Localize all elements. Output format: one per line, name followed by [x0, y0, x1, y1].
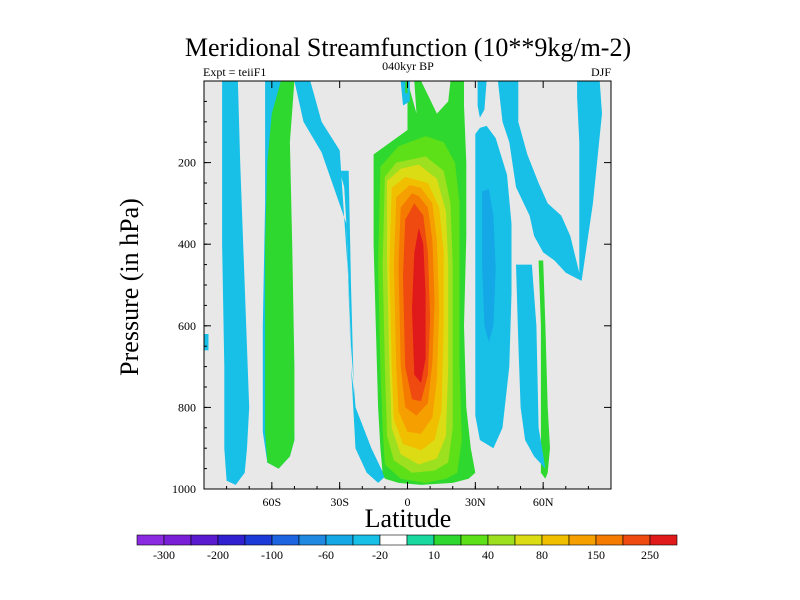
- colorbar-swatch: [190, 534, 219, 546]
- colorbar-swatch: [433, 534, 462, 546]
- colorbar-label: -200: [207, 548, 229, 562]
- y-axis-label: Pressure (in hPa): [115, 198, 144, 376]
- colorbar-label: 250: [641, 548, 659, 562]
- contour-layer: [204, 81, 602, 485]
- x-axis-label: Latitude: [365, 504, 452, 533]
- y-tick-label: 200: [178, 156, 196, 170]
- colorbar: -300 -200 -100 -60 -20 10 40 80 150 250: [136, 534, 678, 562]
- colorbar-swatch: [379, 534, 408, 546]
- colorbar-swatch: [487, 534, 516, 546]
- x-tick-label: 60S: [262, 495, 281, 509]
- colorbar-swatch: [595, 534, 624, 546]
- x-tick-label: 0: [405, 495, 411, 509]
- colorbar-swatch: [514, 534, 543, 546]
- colorbar-label: -20: [372, 548, 388, 562]
- colorbar-swatch: [271, 534, 300, 546]
- contour-region-nh-midlat-green: [538, 260, 550, 479]
- y-tick-label: 1000: [172, 482, 196, 496]
- colorbar-swatch: [163, 534, 192, 546]
- colorbar-label: 150: [587, 548, 605, 562]
- x-axis: 60S 30S 0 30N 60N: [203, 81, 612, 509]
- contour-region-hadley-cell-core: [412, 227, 426, 383]
- x-tick-label: 60N: [533, 495, 554, 509]
- contour-region-nh-midlat-blue: [516, 264, 546, 469]
- y-tick-label: 800: [178, 400, 196, 414]
- colorbar-swatch: [298, 534, 327, 546]
- colorbar-swatch: [622, 534, 651, 546]
- colorbar-label: -60: [318, 548, 334, 562]
- experiment-label: Expt = teiiF1: [203, 65, 266, 79]
- colorbar-swatch: [460, 534, 489, 546]
- x-tick-label: 30N: [465, 495, 486, 509]
- y-tick-label: 600: [178, 319, 196, 333]
- colorbar-swatch: [568, 534, 597, 546]
- colorbar-swatch: [649, 534, 678, 546]
- contour-region-nh-top-blue-2: [497, 81, 602, 281]
- colorbar-swatch: [244, 534, 273, 546]
- colorbar-label: -100: [261, 548, 283, 562]
- x-tick-label: 30S: [330, 495, 349, 509]
- colorbar-label: 40: [482, 548, 494, 562]
- y-tick-label: 400: [178, 237, 196, 251]
- contour-region-nh-top-blue-1: [477, 81, 487, 118]
- y-axis: 200 400 600 800 1000: [172, 100, 611, 496]
- colorbar-swatch: [541, 534, 570, 546]
- colorbar-swatch: [325, 534, 354, 546]
- contour-region-nh-tropics-blue-2: [482, 189, 496, 343]
- plot-area: 60S 30S 0 30N 60N 200 400 600 800 1000: [172, 80, 612, 509]
- colorbar-swatch: [217, 534, 246, 546]
- colorbar-label: 80: [536, 548, 548, 562]
- colorbar-label: 10: [428, 548, 440, 562]
- season-label: DJF: [591, 65, 611, 79]
- colorbar-swatch: [136, 534, 165, 546]
- contour-region-sh-midlat-green: [265, 81, 295, 469]
- colorbar-swatch: [406, 534, 435, 546]
- contour-region-eq-top-green: [405, 81, 408, 94]
- contour-region-west-edge-blue: [204, 334, 209, 351]
- colorbar-swatch: [352, 534, 381, 546]
- chart-subtitle: 040kyr BP: [382, 59, 434, 73]
- chart-title: Meridional Streamfunction (10**9kg/m-2): [185, 33, 631, 62]
- colorbar-label: -300: [153, 548, 175, 562]
- contour-region-sh-pole-cell: [222, 81, 250, 485]
